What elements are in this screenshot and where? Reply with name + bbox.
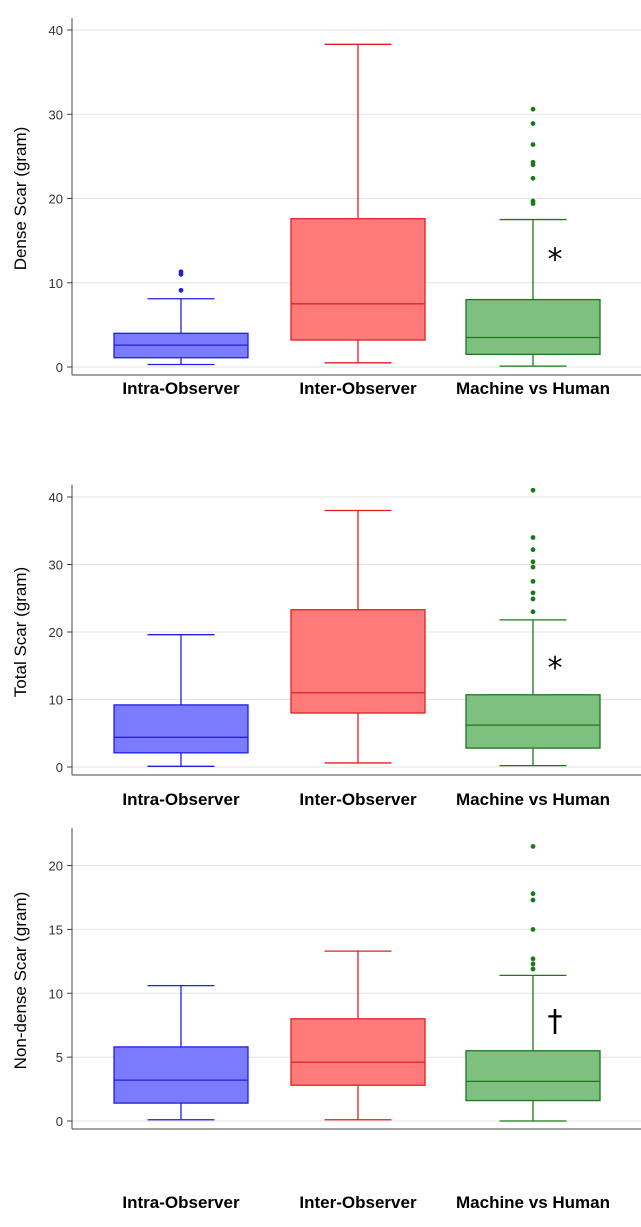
significance-marker: *: [548, 651, 563, 686]
y-tick-label: 0: [56, 760, 63, 775]
total-scar-chart: 0 10 20 30 40 Total Scar (gram) Intra-Observer…: [11, 485, 641, 809]
box-1: [113, 634, 249, 767]
x-category-label: Intra-Observer: [122, 379, 240, 398]
x-category-label: Inter-Observer: [299, 1193, 417, 1212]
y-axis-label: Dense Scar (gram): [11, 127, 30, 271]
outlier-point: [530, 843, 536, 849]
outlier-point: [530, 198, 536, 204]
outlier-point: [530, 106, 536, 112]
x-category-label: Inter-Observer: [299, 379, 417, 398]
outlier-point: [530, 956, 536, 962]
y-tick-label: 20: [49, 625, 63, 640]
y-tick-label: 40: [49, 23, 63, 38]
outlier-point: [530, 547, 536, 553]
y-tick-label: 15: [49, 922, 63, 937]
box-2: [290, 950, 426, 1121]
box-2: [290, 43, 426, 364]
x-category-label: Machine vs Human: [456, 790, 610, 809]
y-tick-label: 10: [49, 276, 63, 291]
iqr-box: [465, 298, 601, 356]
y-tick-label: 20: [49, 859, 63, 874]
outlier-point: [530, 891, 536, 897]
y-tick-label: 40: [49, 490, 63, 505]
outlier-point: [178, 269, 184, 275]
outlier-point: [530, 559, 536, 565]
significance-marker: *: [548, 242, 563, 277]
iqr-box: [290, 1018, 426, 1086]
y-axis-label: Total Scar (gram): [11, 567, 30, 697]
iqr-box: [465, 694, 601, 749]
outlier-point: [530, 121, 536, 126]
outlier-point: [530, 175, 536, 181]
outlier-point: [178, 287, 184, 293]
x-category-label: Machine vs Human: [456, 1193, 610, 1212]
outlier-point: [530, 897, 536, 903]
box-1: [113, 269, 249, 366]
outlier-point: [530, 159, 536, 165]
outlier-point: [530, 927, 536, 932]
y-tick-label: 10: [49, 986, 63, 1001]
outlier-point: [530, 578, 536, 584]
outlier-point: [530, 564, 536, 570]
x-category-label: Intra-Observer: [122, 790, 240, 809]
outlier-point: [530, 966, 536, 972]
iqr-box: [113, 704, 249, 754]
x-category-label: Machine vs Human: [456, 379, 610, 398]
outlier-point: [530, 142, 536, 147]
non-dense-scar-panel: 0 5 10 15 20 Non-dense Scar (gram) Intra-Obser…: [0, 818, 641, 1227]
y-tick-label: 20: [49, 192, 63, 207]
dense-scar-panel: 0 10 20 30 40 Dense Scar (gram) Intra-Observer…: [0, 0, 641, 409]
y-tick-label: 30: [49, 107, 63, 122]
y-axis-label: Non-dense Scar (gram): [11, 892, 30, 1070]
outlier-point: [530, 596, 536, 602]
x-category-label: Intra-Observer: [122, 1193, 240, 1212]
iqr-box: [290, 218, 426, 341]
outlier-point: [530, 590, 536, 596]
outlier-point: [530, 961, 536, 967]
x-category-label: Inter-Observer: [299, 790, 417, 809]
box-3: [465, 106, 601, 367]
y-tick-label: 0: [56, 360, 63, 375]
iqr-box: [465, 1050, 601, 1102]
y-tick-label: 30: [49, 558, 63, 573]
outlier-point: [530, 609, 536, 615]
y-tick-label: 10: [49, 693, 63, 708]
iqr-box: [113, 1046, 249, 1104]
box-2: [290, 509, 426, 764]
total-scar-panel: 0 10 20 30 40 Total Scar (gram) Intra-Observer…: [0, 409, 641, 818]
box-1: [113, 984, 249, 1121]
y-tick-label: 5: [56, 1050, 63, 1065]
non-dense-scar-chart: 0 5 10 15 20 Non-dense Scar (gram) Intra-Obser…: [11, 828, 641, 1212]
box-3: [465, 487, 601, 767]
box-3: [465, 843, 601, 1122]
y-tick-label: 0: [56, 1114, 63, 1129]
outlier-point: [530, 535, 536, 540]
dense-scar-chart: 0 10 20 30 40 Dense Scar (gram) Intra-Observer…: [11, 18, 641, 398]
iqr-box: [290, 609, 426, 714]
outlier-point: [530, 487, 536, 493]
significance-marker: †: [548, 1004, 563, 1039]
